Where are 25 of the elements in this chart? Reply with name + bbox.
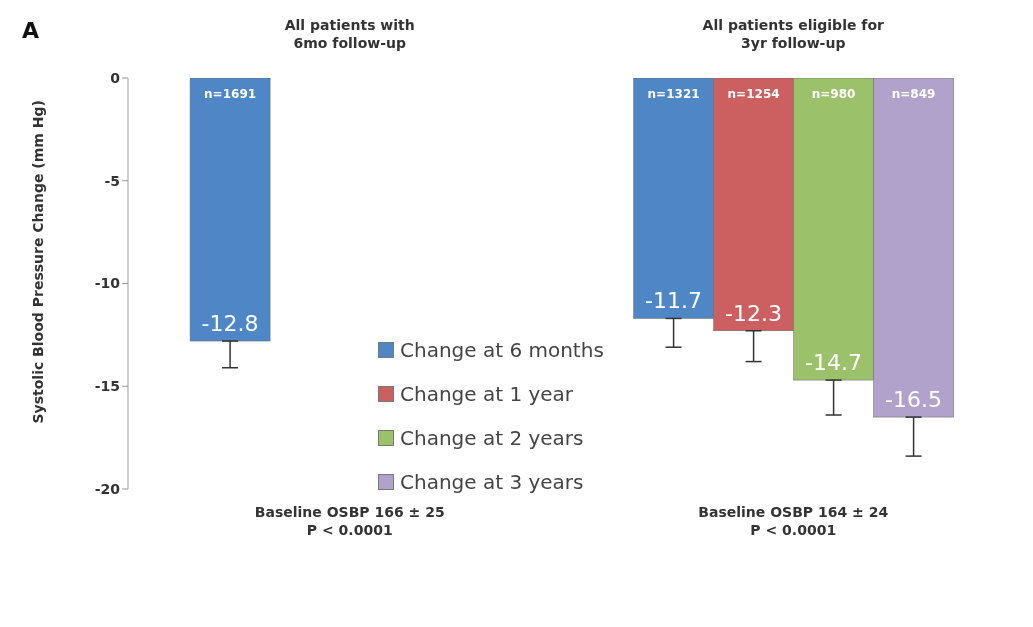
annotation: n=1691 xyxy=(204,87,257,101)
y-axis-title: Systolic Blood Pressure Change (mm Hg) xyxy=(29,100,46,424)
annotation: n=1321 xyxy=(647,87,700,101)
text: All patients eligible for 3yr follow-up xyxy=(702,17,885,51)
legend-label: Change at 3 years xyxy=(400,469,584,496)
chart-title: A xyxy=(22,18,40,43)
data-label: -12.3 xyxy=(725,300,783,326)
annotation: n=849 xyxy=(891,87,936,101)
legend-label: Change at 1 year xyxy=(400,381,574,408)
y-tick-label: -5 xyxy=(104,172,120,189)
y-tick-label: 0 xyxy=(110,69,121,86)
text: All patients with 6mo follow-up xyxy=(284,17,415,51)
x-tick-label: Baseline OSBP 166 ± 25 P < 0.0001 xyxy=(254,504,445,538)
y-tick-label: -15 xyxy=(94,378,120,395)
y-tick-label: -20 xyxy=(94,480,121,497)
x-tick-label: Baseline OSBP 164 ± 24 P < 0.0001 xyxy=(698,504,889,538)
legend-label: Change at 6 months xyxy=(400,337,604,364)
data-label: -12.8 xyxy=(201,311,259,337)
annotation: n=1254 xyxy=(727,87,780,101)
data-label: -14.7 xyxy=(805,350,863,376)
data-label: -11.7 xyxy=(645,288,703,314)
legend-label: Change at 2 years xyxy=(400,425,584,452)
annotation: n=980 xyxy=(811,87,856,101)
y-tick-label: -10 xyxy=(94,275,121,292)
data-label: -16.5 xyxy=(885,387,943,413)
